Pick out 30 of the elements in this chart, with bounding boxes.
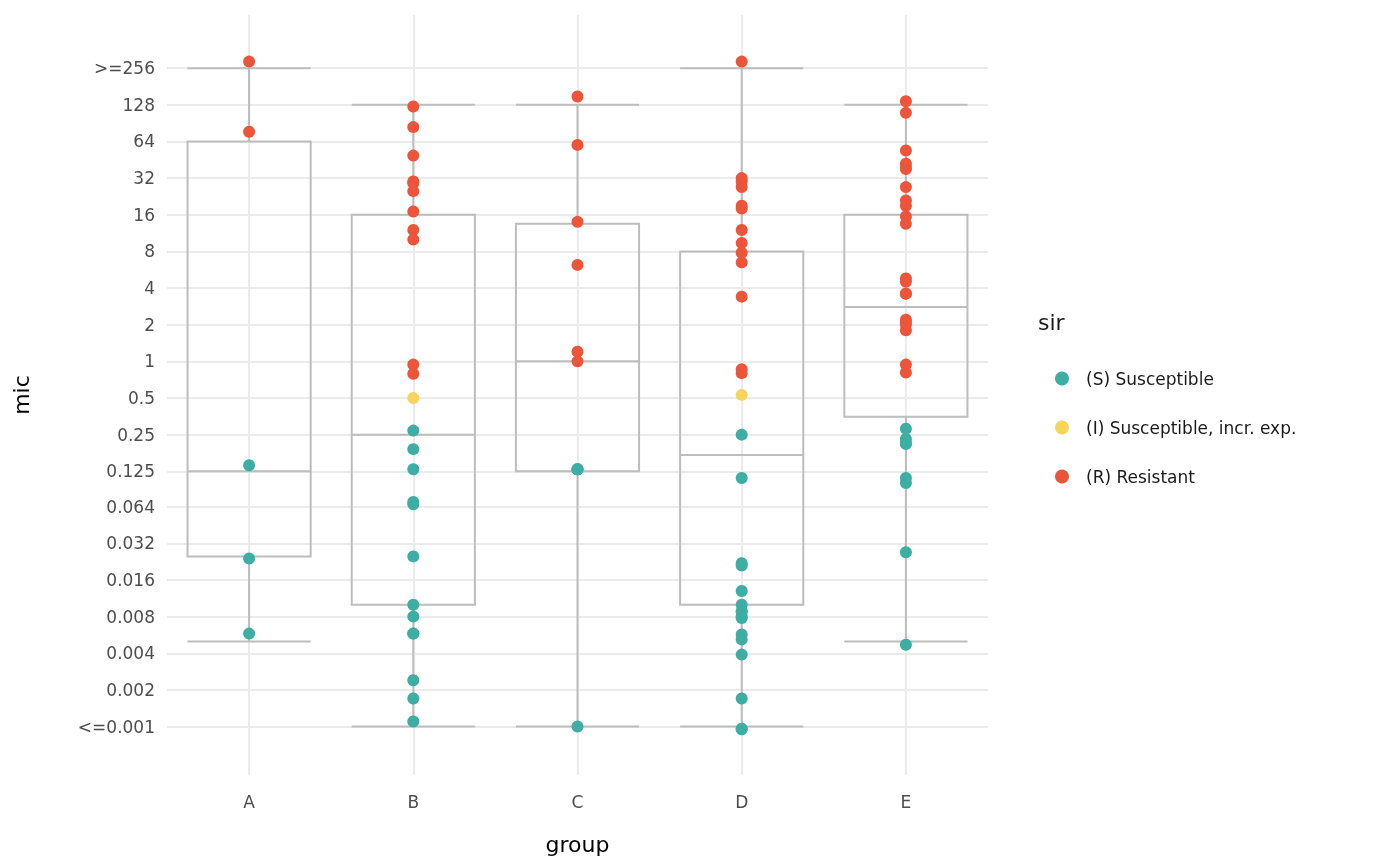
y-tick-label: 16 bbox=[133, 204, 155, 225]
x-tick-label: C bbox=[571, 791, 584, 812]
legend-label: (S) Susceptible bbox=[1086, 368, 1214, 389]
x-tick-label: D bbox=[735, 791, 749, 812]
x-tick-label: A bbox=[243, 791, 256, 812]
x-tick-label: B bbox=[407, 791, 420, 812]
y-tick-label: >=256 bbox=[94, 58, 155, 79]
y-tick-label: 0.004 bbox=[106, 643, 155, 664]
y-tick-label: 4 bbox=[144, 278, 155, 299]
legend-label: (I) Susceptible, incr. exp. bbox=[1086, 417, 1297, 438]
x-tick-label: E bbox=[900, 791, 912, 812]
legend-title: sir bbox=[1038, 309, 1066, 335]
y-tick-label: 64 bbox=[133, 131, 155, 152]
y-tick-label: 2 bbox=[144, 314, 155, 335]
x-axis-title: group bbox=[545, 831, 610, 857]
y-tick-label: 0.5 bbox=[127, 388, 155, 408]
y-tick-label: 8 bbox=[144, 241, 155, 262]
legend-label: (R) Resistant bbox=[1086, 466, 1196, 487]
y-tick-label: 0.002 bbox=[106, 679, 155, 700]
y-tick-label: 0.008 bbox=[106, 606, 155, 627]
y-tick-label: 1 bbox=[144, 351, 155, 372]
y-tick-label: 32 bbox=[133, 168, 155, 189]
y-tick-label: 128 bbox=[122, 94, 155, 115]
y-tick-label: 0.032 bbox=[106, 533, 155, 554]
y-tick-label: <=0.001 bbox=[77, 716, 155, 737]
y-tick-label: 0.125 bbox=[106, 461, 155, 482]
y-tick-label: 0.064 bbox=[106, 496, 155, 517]
y-tick-label: 0.25 bbox=[117, 424, 155, 445]
y-tick-label: 0.016 bbox=[106, 569, 155, 590]
y-axis-title: mic bbox=[8, 375, 34, 415]
